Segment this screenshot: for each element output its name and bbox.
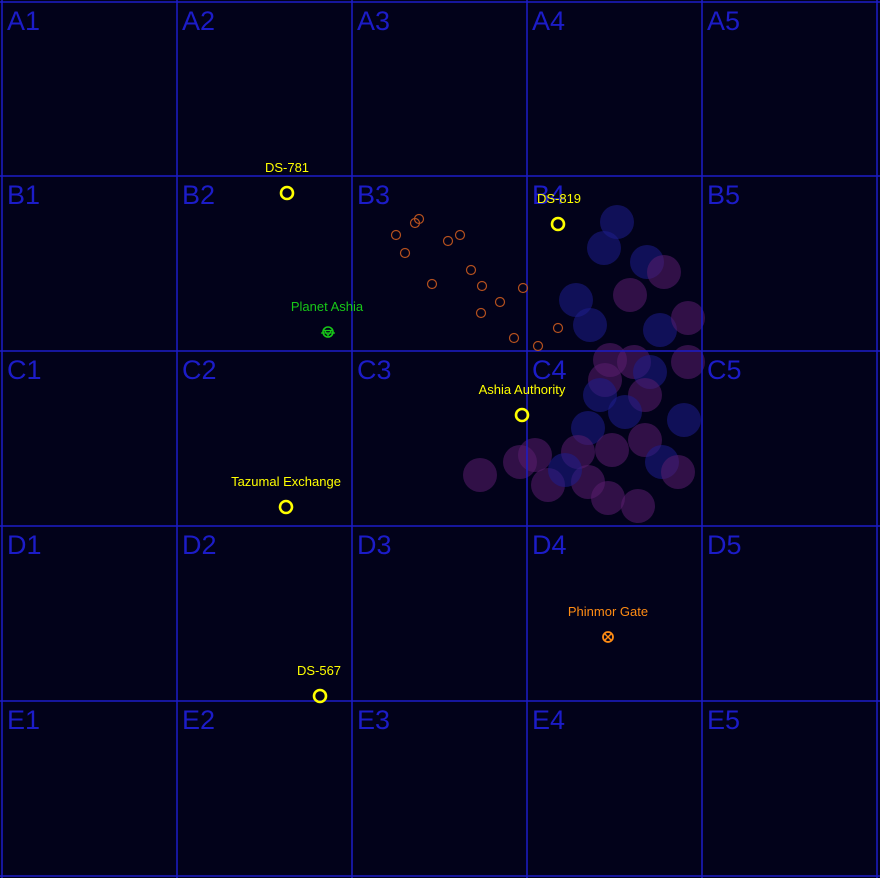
nebula-blob (595, 433, 629, 467)
sector-cell-labels: A1 A2 A3 A4 A5 B1 B2 B3 B4 B5 C1 C2 C3 C4 C5 D1 D2 D3 D4 D5… (7, 6, 742, 735)
asteroid-icon (426, 278, 438, 290)
asteroid-field (390, 213, 564, 352)
sector-cell-label: E5 (707, 705, 740, 735)
nebula-blob (661, 455, 695, 489)
map-object-label: DS-567 (297, 663, 341, 678)
nebula-blob (608, 395, 642, 429)
sector-cell-label: D4 (532, 530, 567, 560)
planet-icon (321, 326, 335, 338)
map-object-label: Ashia Authority (479, 382, 566, 397)
nebula-blob (583, 378, 617, 412)
nebula-blob (591, 481, 625, 515)
map-objects: DS-781 DS-819 Planet Ashia Ashia Authority T… (231, 160, 648, 704)
nebula-blob (647, 255, 681, 289)
map-object-tazumal-exchange[interactable]: Tazumal Exchange (231, 474, 341, 515)
nebula-blob (671, 301, 705, 335)
sector-cell-label: B5 (707, 180, 740, 210)
sector-cell-label: E4 (532, 705, 565, 735)
sector-cell-label: C4 (532, 355, 567, 385)
asteroid-icon (454, 229, 466, 241)
asteroid-icon (476, 280, 488, 292)
ring-icon (279, 185, 295, 201)
sector-cell-label: E1 (7, 705, 40, 735)
sector-cell-label: A2 (182, 6, 215, 36)
asteroid-icon (517, 282, 529, 294)
sector-cell-label: D2 (182, 530, 217, 560)
sector-cell-label: A1 (7, 6, 40, 36)
map-object-label: DS-781 (265, 160, 309, 175)
map-object-ashia-authority[interactable]: Ashia Authority (479, 382, 566, 423)
ring-icon (550, 216, 566, 232)
map-object-label: Tazumal Exchange (231, 474, 341, 489)
sector-cell-label: B4 (532, 180, 565, 210)
sector-cell-label: B3 (357, 180, 390, 210)
sector-cell-label: E3 (357, 705, 390, 735)
ring-icon (312, 688, 328, 704)
nebula-blob (587, 231, 621, 265)
asteroid-icon (409, 217, 421, 229)
nebula-blob (667, 403, 701, 437)
sector-cell-label: C1 (7, 355, 42, 385)
sector-cell-label: B1 (7, 180, 40, 210)
nebula-blob (463, 458, 497, 492)
asteroid-icon (465, 264, 477, 276)
nebula-blob (671, 345, 705, 379)
sector-cell-label: C2 (182, 355, 217, 385)
sector-cell-label: B2 (182, 180, 215, 210)
map-object-planet-ashia[interactable]: Planet Ashia (291, 299, 364, 338)
nebula-blob (503, 445, 537, 479)
map-object-label: Planet Ashia (291, 299, 364, 314)
sector-cell-label: A4 (532, 6, 565, 36)
asteroid-icon (399, 247, 411, 259)
map-object-ds-819[interactable]: DS-819 (537, 191, 581, 232)
map-object-phinmor-gate[interactable]: Phinmor Gate (568, 604, 648, 643)
nebula-blob (613, 278, 647, 312)
asteroid-icon (390, 229, 402, 241)
nebula-blob (621, 489, 655, 523)
nebula-blob (573, 308, 607, 342)
nebula-blob (643, 313, 677, 347)
map-object-label: DS-819 (537, 191, 581, 206)
map-object-ds-567[interactable]: DS-567 (297, 663, 341, 704)
ring-icon (278, 499, 294, 515)
sector-cell-label: D1 (7, 530, 42, 560)
ring-icon (514, 407, 530, 423)
sector-cell-label: C3 (357, 355, 392, 385)
asteroid-icon (475, 307, 487, 319)
map-object-label: Phinmor Gate (568, 604, 648, 619)
asteroid-icon (442, 235, 454, 247)
sector-cell-label: A5 (707, 6, 740, 36)
nebula-blob (548, 453, 582, 487)
sector-cell-label: E2 (182, 705, 215, 735)
nebula-cloud (463, 205, 705, 523)
asteroid-icon (508, 332, 520, 344)
asteroid-icon (494, 296, 506, 308)
asteroid-icon (552, 322, 564, 334)
map-object-ds-781[interactable]: DS-781 (265, 160, 309, 201)
sector-cell-label: D5 (707, 530, 742, 560)
nebula-blob (600, 205, 634, 239)
sector-cell-label: D3 (357, 530, 392, 560)
asteroid-icon (532, 340, 544, 352)
nebula-blob (559, 283, 593, 317)
sector-cell-label: A3 (357, 6, 390, 36)
gate-icon (602, 631, 614, 643)
sector-cell-label: C5 (707, 355, 742, 385)
